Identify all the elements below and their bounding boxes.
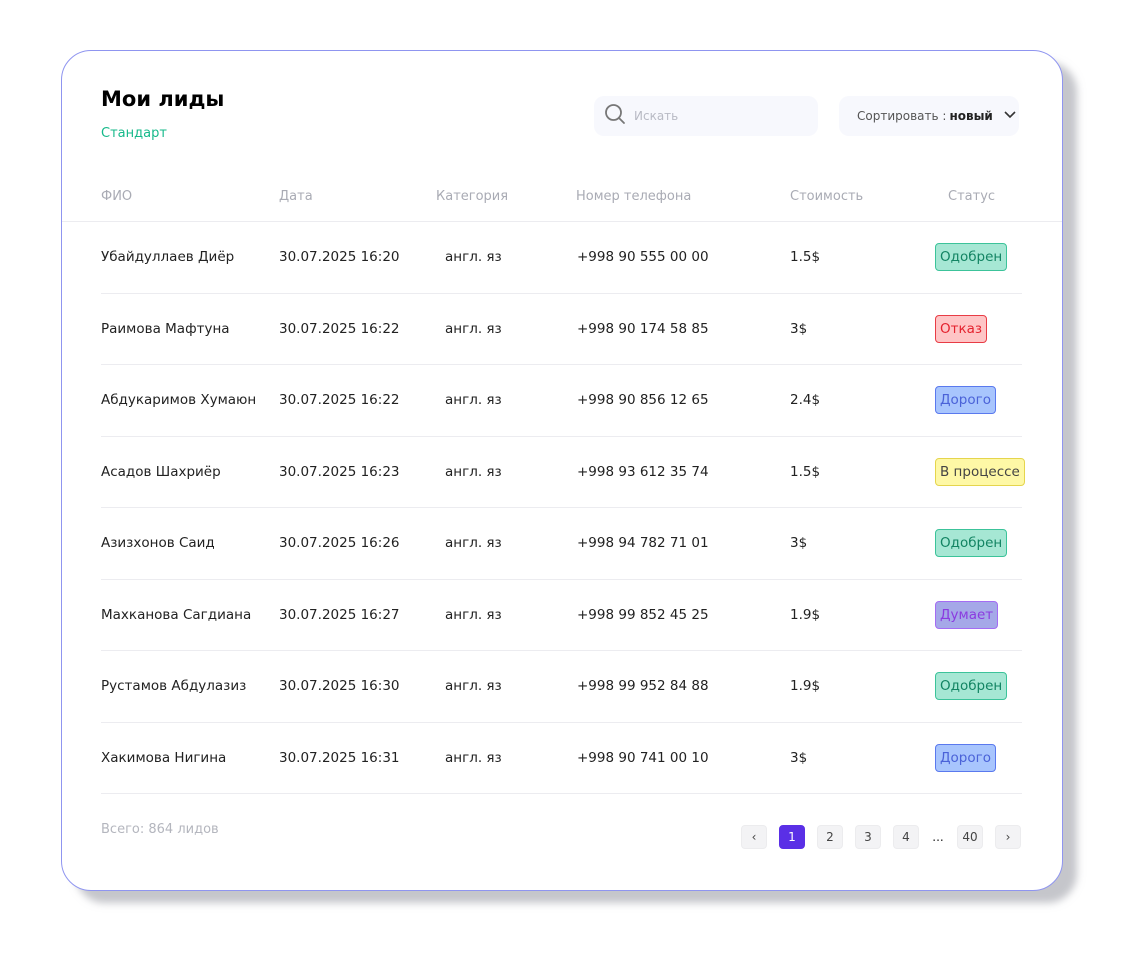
lead-date: 30.07.2025 16:31 [279, 749, 400, 766]
table-row[interactable]: Убайдуллаев Диёр 30.07.2025 16:20 англ. яз… [101, 222, 1022, 294]
table-row[interactable]: Хакимова Нигина 30.07.2025 16:31 англ. яз +… [101, 723, 1022, 794]
lead-price: 1.9$ [790, 606, 821, 623]
lead-phone: +998 99 852 45 25 [577, 606, 709, 623]
status-badge: В процессе [935, 457, 1025, 486]
lead-date: 30.07.2025 16:20 [279, 249, 400, 266]
table-row[interactable]: Махканова Сагдиана 30.07.2025 16:27 англ. … [101, 580, 1022, 651]
table-row[interactable]: Рустамов Абдулазиз 30.07.2025 16:30 англ. … [101, 651, 1022, 723]
lead-price: 3$ [790, 535, 808, 552]
lead-date: 30.07.2025 16:27 [279, 606, 400, 623]
lead-price: 3$ [790, 749, 808, 766]
lead-price: 1.5$ [790, 249, 821, 266]
table-row[interactable]: Абдукаримов Хумаюн 30.07.2025 16:22 англ. … [101, 365, 1022, 437]
lead-phone: +998 93 612 35 74 [577, 463, 709, 480]
lead-name: Азизхонов Саид [101, 535, 215, 552]
sort-value: новый [949, 109, 993, 123]
lead-name: Убайдуллаев Диёр [101, 249, 235, 266]
lead-phone: +998 99 952 84 88 [577, 678, 709, 695]
lead-price: 1.5$ [790, 463, 821, 480]
column-header-date: Дата [279, 189, 313, 204]
page-button-4[interactable]: 4 [893, 825, 919, 849]
lead-name: Рустамов Абдулазиз [101, 678, 247, 695]
lead-category: англ. яз [445, 463, 502, 480]
lead-phone: +998 90 174 58 85 [577, 320, 709, 337]
lead-name: Асадов Шахриёр [101, 463, 221, 480]
pagination: ‹ 1 2 3 4 ... 40 › [741, 825, 1021, 849]
table-row[interactable]: Азизхонов Саид 30.07.2025 16:26 англ. яз +9… [101, 508, 1022, 580]
lead-phone: +998 94 782 71 01 [577, 535, 709, 552]
lead-price: 2.4$ [790, 392, 821, 409]
lead-name: Раимова Мафтуна [101, 320, 230, 337]
search-icon [604, 103, 626, 129]
status-badge: Отказ [935, 314, 988, 343]
page-button-3[interactable]: 3 [855, 825, 881, 849]
column-header-category: Категория [436, 189, 509, 204]
column-header-price: Стоимость [790, 189, 864, 204]
table-row[interactable]: Асадов Шахриёр 30.07.2025 16:23 англ. яз +9… [101, 437, 1025, 508]
page-button-2[interactable]: 2 [817, 825, 843, 849]
lead-phone: +998 90 741 00 10 [577, 749, 709, 766]
table-row[interactable]: Раимова Мафтуна 30.07.2025 16:22 англ. яз +… [101, 294, 1022, 365]
lead-category: англ. яз [445, 320, 502, 337]
status-badge: Одобрен [935, 672, 1008, 701]
lead-phone: +998 90 856 12 65 [577, 392, 709, 409]
lead-category: англ. яз [445, 678, 502, 695]
lead-date: 30.07.2025 16:23 [279, 463, 400, 480]
lead-name: Махканова Сагдиана [101, 606, 252, 623]
total-suffix: лидов [177, 822, 219, 837]
lead-category: англ. яз [445, 535, 502, 552]
search-input[interactable] [634, 109, 804, 123]
lead-category: англ. яз [445, 392, 502, 409]
lead-category: англ. яз [445, 249, 502, 266]
lead-price: 1.9$ [790, 678, 821, 695]
lead-date: 30.07.2025 16:22 [279, 392, 400, 409]
total-label: Всего: [101, 822, 145, 837]
page-title: Мои лиды [101, 87, 225, 111]
prev-page-button[interactable]: ‹ [741, 825, 767, 849]
sort-dropdown[interactable]: Сортировать : новый [839, 96, 1019, 136]
chevron-down-icon [1003, 109, 1017, 123]
lead-name: Хакимова Нигина [101, 749, 227, 766]
lead-phone: +998 90 555 00 00 [577, 249, 709, 266]
lead-date: 30.07.2025 16:30 [279, 678, 400, 695]
status-badge: Думает [935, 600, 999, 629]
status-badge: Дорого [935, 386, 996, 415]
header-divider [62, 221, 1062, 222]
lead-price: 3$ [790, 320, 808, 337]
column-header-status: Статус [948, 189, 996, 204]
search-box[interactable] [594, 96, 818, 136]
column-header-phone: Номер телефона [576, 189, 692, 204]
page-button-1[interactable]: 1 [779, 825, 805, 849]
page-button-last[interactable]: 40 [957, 825, 983, 849]
lead-date: 30.07.2025 16:22 [279, 320, 400, 337]
total-count: Всего: 864 лидов [101, 822, 219, 837]
lead-category: англ. яз [445, 749, 502, 766]
leads-card: Мои лиды Стандарт Сортировать : новый ФИ… [61, 50, 1063, 891]
lead-date: 30.07.2025 16:26 [279, 535, 400, 552]
status-badge: Дорого [935, 743, 996, 772]
lead-category: англ. яз [445, 606, 502, 623]
next-page-button[interactable]: › [995, 825, 1021, 849]
column-header-name: ФИО [101, 189, 133, 204]
plan-label: Стандарт [101, 126, 167, 141]
status-badge: Одобрен [935, 529, 1008, 558]
lead-name: Абдукаримов Хумаюн [101, 392, 257, 409]
status-badge: Одобрен [935, 243, 1008, 272]
sort-label: Сортировать : [857, 109, 947, 123]
pagination-ellipsis: ... [932, 830, 944, 844]
total-number: 864 [148, 822, 174, 837]
